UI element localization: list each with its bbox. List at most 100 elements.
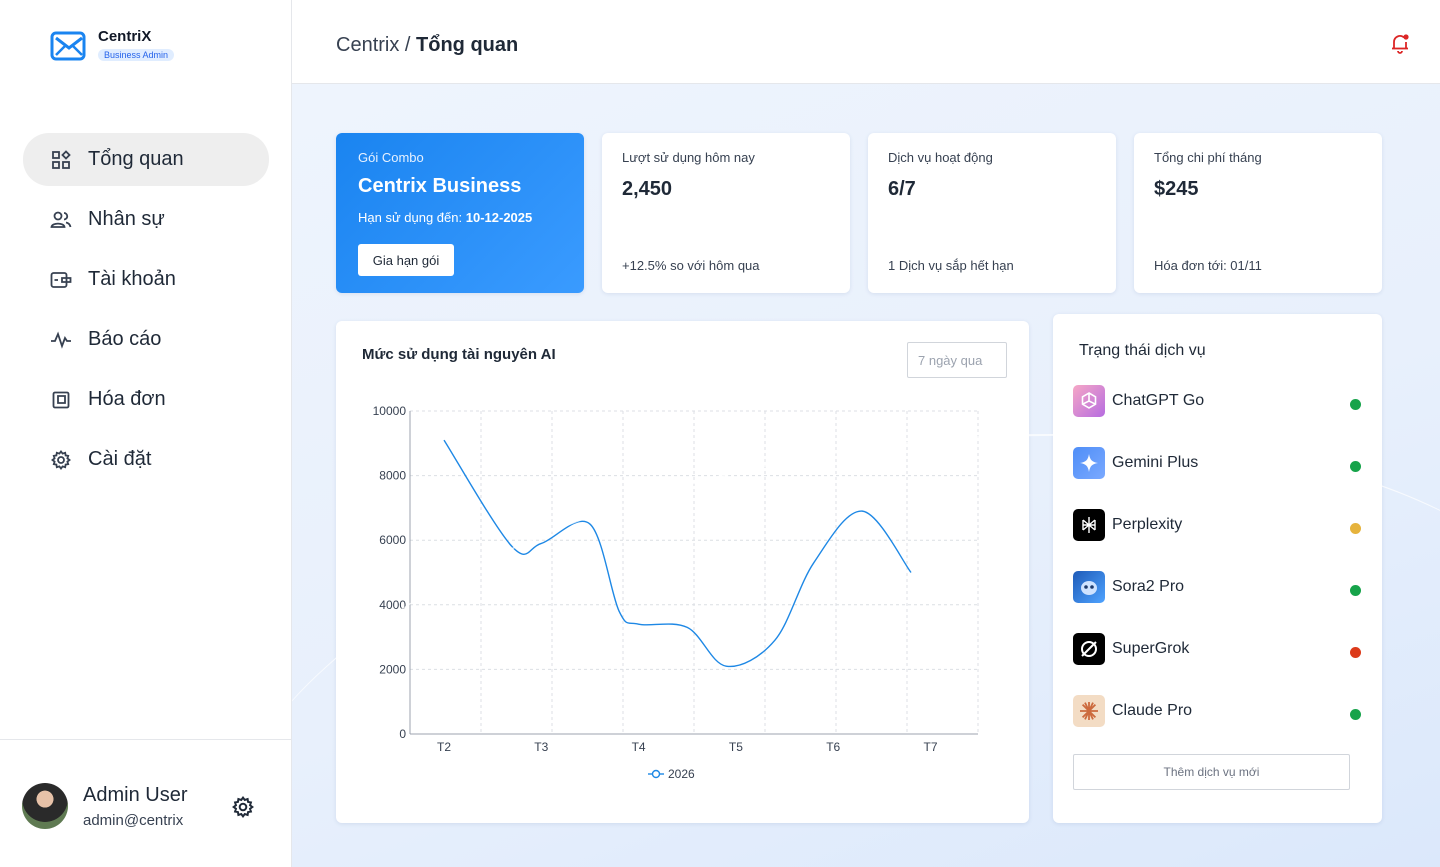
sidebar-item-label: Báo cáo xyxy=(88,328,162,350)
sidebar-item-overview[interactable]: Tổng quan xyxy=(23,133,269,186)
user-profile: Admin User admin@centrix xyxy=(0,739,292,867)
sidebar-item-label: Nhân sự xyxy=(88,208,165,230)
plan-card: Gói Combo Centrix Business Hạn sử dụng đ… xyxy=(336,133,584,293)
service-row-sora[interactable]: Sora2 Pro xyxy=(1073,571,1363,603)
service-name: Perplexity xyxy=(1112,516,1183,533)
stat-card-services: Dịch vụ hoạt động 6/7 1 Dịch vụ sắp hết … xyxy=(868,133,1116,293)
grok-icon xyxy=(1073,633,1105,665)
service-name: Gemini Plus xyxy=(1112,454,1199,471)
sidebar-item-accounts[interactable]: Tài khoản xyxy=(23,253,269,306)
perplexity-icon xyxy=(1073,509,1105,541)
y-tick-label: 10000 xyxy=(373,404,407,418)
user-email: admin@centrix xyxy=(83,812,184,829)
y-tick-label: 2000 xyxy=(379,662,406,676)
sidebar-item-reports[interactable]: Báo cáo xyxy=(23,313,269,366)
service-row-perplexity[interactable]: Perplexity xyxy=(1073,509,1363,541)
renew-plan-button[interactable]: Gia hạn gói xyxy=(358,244,454,276)
sidebar-nav: Tổng quan Nhân sự Tài khoản xyxy=(23,133,269,493)
y-tick-label: 0 xyxy=(399,727,406,741)
legend-label: 2026 xyxy=(668,767,695,781)
claude-icon xyxy=(1073,695,1105,727)
status-dot xyxy=(1350,584,1361,596)
usage-line-chart: 0 2000 4000 6000 8000 10000 T2 T3 T4 T5 T6 T7 2026 xyxy=(373,404,979,781)
x-tick-label: T4 xyxy=(632,740,646,754)
user-name: Admin User xyxy=(83,784,188,806)
gear-icon[interactable] xyxy=(232,796,254,818)
stat-label: Lượt sử dụng hôm nay xyxy=(622,150,755,165)
stat-value: 2,450 xyxy=(622,178,673,200)
sora-icon xyxy=(1073,571,1105,603)
sidebar-item-label: Tổng quan xyxy=(88,148,184,170)
service-row-claude[interactable]: Claude Pro xyxy=(1073,695,1363,727)
y-tick-label: 4000 xyxy=(379,598,406,612)
service-name: Claude Pro xyxy=(1112,702,1193,719)
main-content: Gói Combo Centrix Business Hạn sử dụng đ… xyxy=(292,84,1440,867)
y-tick-label: 8000 xyxy=(379,469,406,483)
date-range-select[interactable]: 7 ngày qua xyxy=(907,342,1007,378)
page-title: Tổng quan xyxy=(416,34,519,56)
status-dot xyxy=(1350,708,1361,720)
x-tick-label: T5 xyxy=(729,740,743,754)
x-tick-label: T6 xyxy=(826,740,840,754)
sidebar-item-staff[interactable]: Nhân sự xyxy=(23,193,269,246)
usage-chart-card: 0 2000 4000 6000 8000 10000 T2 T3 T4 T5 T6 T7 2026 M… xyxy=(336,321,1029,823)
x-tick-label: T3 xyxy=(534,740,548,754)
service-row-grok[interactable]: SuperGrok xyxy=(1073,633,1363,665)
service-row-chatgpt[interactable]: ChatGPT Go xyxy=(1073,385,1363,417)
avatar[interactable] xyxy=(22,783,68,829)
sidebar-item-invoices[interactable]: Hóa đơn xyxy=(23,373,269,426)
status-dot xyxy=(1350,646,1361,658)
sidebar-item-settings[interactable]: Cài đặt xyxy=(23,433,269,486)
sidebar-item-label: Tài khoản xyxy=(88,268,176,290)
invoice-icon xyxy=(50,389,72,411)
sidebar-item-label: Cài đặt xyxy=(88,448,152,470)
breadcrumb-separator: / xyxy=(399,34,417,56)
plan-title: Centrix Business xyxy=(358,175,522,197)
status-dot xyxy=(1350,460,1361,472)
stat-value: $245 xyxy=(1154,178,1199,200)
gear-icon xyxy=(50,449,72,471)
stat-label: Tổng chi phí tháng xyxy=(1154,150,1262,165)
stat-sub: 1 Dịch vụ sắp hết hạn xyxy=(888,258,1014,273)
plan-expiry-label: Hạn sử dụng đến: xyxy=(358,210,466,225)
service-name: ChatGPT Go xyxy=(1112,392,1205,409)
service-status-card: Trạng thái dịch vụ ChatGPT Go Gemini Plu… xyxy=(1053,314,1382,823)
legend-swatch-marker xyxy=(651,769,661,779)
accounts-icon xyxy=(50,269,72,291)
y-tick-label: 6000 xyxy=(379,533,406,547)
x-tick-label: T7 xyxy=(923,740,937,754)
stat-label: Dịch vụ hoạt động xyxy=(888,150,993,165)
service-name: Sora2 Pro xyxy=(1112,578,1185,595)
activity-icon xyxy=(50,329,72,351)
breadcrumb: Centrix / Tổng quan xyxy=(336,34,518,57)
centrix-logo-icon xyxy=(50,31,86,60)
sidebar: CentriX Business Admin Tổng quan Nhân sự xyxy=(0,0,292,867)
chart-title: Mức sử dụng tài nguyên AI xyxy=(362,346,556,363)
service-row-gemini[interactable]: Gemini Plus xyxy=(1073,447,1363,479)
service-status-title: Trạng thái dịch vụ xyxy=(1079,342,1206,359)
plan-expiry-date: 10-12-2025 xyxy=(465,210,533,225)
stat-sub: +12.5% so với hôm qua xyxy=(622,258,760,273)
stat-sub: Hóa đơn tới: 01/11 xyxy=(1154,258,1262,273)
plan-kicker: Gói Combo xyxy=(358,150,424,165)
notification-bell-icon[interactable] xyxy=(1389,32,1411,54)
service-name: SuperGrok xyxy=(1112,640,1190,657)
series-line xyxy=(443,439,912,668)
brand-name: CentriX xyxy=(98,28,152,45)
plan-expiry: Hạn sử dụng đến: 10-12-2025 xyxy=(358,210,562,225)
add-service-button[interactable]: Thêm dịch vụ mới xyxy=(1073,754,1350,790)
top-header: Centrix / Tổng quan xyxy=(292,0,1440,84)
dashboard-icon xyxy=(50,149,72,171)
users-icon xyxy=(50,209,72,231)
gemini-icon xyxy=(1073,447,1105,479)
x-tick-label: T2 xyxy=(437,740,451,754)
breadcrumb-root[interactable]: Centrix xyxy=(336,34,400,56)
stat-value: 6/7 xyxy=(888,178,916,200)
status-dot xyxy=(1350,398,1361,410)
status-dot xyxy=(1350,522,1361,534)
stat-card-usage: Lượt sử dụng hôm nay 2,450 +12.5% so với… xyxy=(602,133,850,293)
brand-logo[interactable]: CentriX Business Admin xyxy=(50,28,175,63)
sidebar-item-label: Hóa đơn xyxy=(88,388,166,410)
brand-badge: Business Admin xyxy=(98,49,175,61)
chatgpt-icon xyxy=(1073,385,1105,417)
